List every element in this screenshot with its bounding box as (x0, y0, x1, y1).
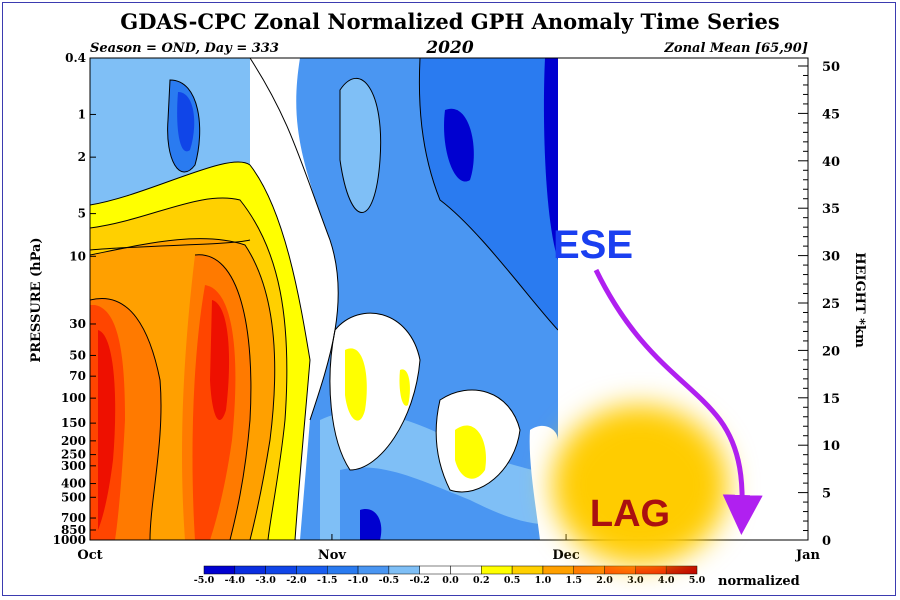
colorbar-label: 1.5 (565, 575, 582, 586)
colorbar-label: 0.2 (473, 575, 490, 586)
arrow (593, 268, 763, 535)
y2-tick-label: 30 (822, 250, 840, 265)
y-tick-label: 30 (69, 317, 86, 331)
colorbar-swatch (265, 565, 297, 575)
colorbar-swatch (542, 565, 574, 575)
x-tick-label: Oct (77, 548, 102, 563)
y-tick-label: 1000 (53, 533, 86, 547)
y-tick-label: 150 (61, 416, 86, 430)
heatmap-field (90, 58, 558, 540)
colorbar-swatch (327, 565, 359, 575)
y2-tick-label: 50 (822, 60, 840, 75)
annotation-layer: ESE LAG (552, 223, 763, 565)
y-tick-label: 0.4 (65, 51, 86, 65)
colorbar-label: -2.0 (286, 575, 307, 586)
chart-subtitle-left: Season = OND, Day = 333 (90, 41, 279, 56)
colorbar-swatch (511, 565, 544, 575)
colorbar-swatch (357, 565, 390, 575)
colorbar-label: -1.0 (348, 575, 369, 586)
y-tick-label: 50 (69, 348, 86, 362)
x-tick-label: Dec (552, 548, 580, 563)
colorbar-swatch (234, 565, 266, 575)
y-tick-label: 250 (61, 448, 86, 462)
colorbar-swatch (296, 565, 328, 575)
y-tick-label: 200 (61, 434, 86, 448)
y-tick-label: 70 (69, 369, 86, 383)
y-tick-label: 400 (61, 477, 86, 491)
colorbar-unit: normalized (718, 574, 800, 589)
x-tick-label: Jan (795, 548, 821, 563)
lag-blob (552, 405, 728, 565)
colorbar-swatch (388, 565, 420, 575)
y-axis-label-pressure: PRESSURE (hPa) (29, 237, 44, 362)
colorbar-label: -0.5 (379, 575, 399, 586)
plot-border (89, 57, 809, 541)
colorbar-label: 4.0 (658, 575, 675, 586)
colorbar-swatch (604, 565, 636, 575)
colorbar-swatch (635, 565, 667, 575)
contour-lines (90, 58, 558, 540)
y-axis-height: 0 5 10 15 20 25 30 35 40 45 50 (798, 60, 840, 549)
y2-tick-label: 25 (822, 297, 840, 312)
colorbar-swatch (481, 565, 513, 575)
y-tick-label: 850 (61, 523, 86, 537)
y-tick-label: 300 (61, 459, 86, 473)
y2-tick-label: 5 (822, 487, 831, 502)
y-tick-label: 700 (61, 511, 86, 525)
y-tick-label: 5 (78, 207, 86, 221)
colorbar-label: -4.0 (225, 575, 246, 586)
chart-subtitle-right: Zonal Mean [65,90] (663, 41, 808, 56)
y2-tick-label: 15 (822, 392, 840, 407)
colorbar-label: 1.0 (535, 575, 552, 586)
annotation-lag: LAG (590, 493, 670, 535)
y-axis-label-height: HEIGHT *km (852, 252, 867, 348)
y-tick-label: 2 (78, 150, 86, 164)
colorbar-label: 0.0 (442, 575, 459, 586)
annotation-ese: ESE (553, 223, 633, 267)
colorbar-label: -1.5 (317, 575, 337, 586)
y-tick-label: 1 (78, 107, 86, 121)
chart-subtitle-center: 2020 (425, 38, 473, 58)
x-tick-label: Nov (318, 548, 347, 563)
colorbar-label: -3.0 (255, 575, 276, 586)
colorbar-swatch (419, 565, 451, 575)
colorbar-label: 5.0 (689, 575, 706, 586)
y2-tick-label: 20 (822, 344, 840, 359)
y-tick-label: 10 (69, 249, 86, 263)
colorbar-swatch (450, 565, 482, 575)
y2-tick-label: 0 (822, 534, 831, 549)
colorbar-label: 0.5 (504, 575, 521, 586)
colorbar-label: -0.2 (409, 575, 429, 586)
chart-title: GDAS-CPC Zonal Normalized GPH Anomaly Ti… (120, 9, 779, 34)
y-tick-label: 500 (61, 490, 86, 504)
colorbar-label: 3.0 (627, 575, 644, 586)
y2-tick-label: 10 (822, 439, 840, 454)
colorbar-swatch (203, 565, 236, 575)
y2-tick-label: 40 (822, 155, 840, 170)
colorbar: -5.0 -4.0 -3.0 -2.0 -1.5 -1.0 -0.5 -0.2 0.0 0.2 0.… (194, 565, 706, 586)
colorbar-swatch (573, 565, 605, 575)
colorbar-label: -5.0 (194, 575, 215, 586)
x-axis: Oct Nov Dec Jan (77, 534, 821, 563)
colorbar-swatch (665, 565, 698, 575)
colorbar-label: 2.0 (596, 575, 613, 586)
y2-tick-label: 45 (822, 107, 840, 122)
y2-tick-label: 35 (822, 202, 840, 217)
y-tick-label: 100 (61, 391, 86, 405)
